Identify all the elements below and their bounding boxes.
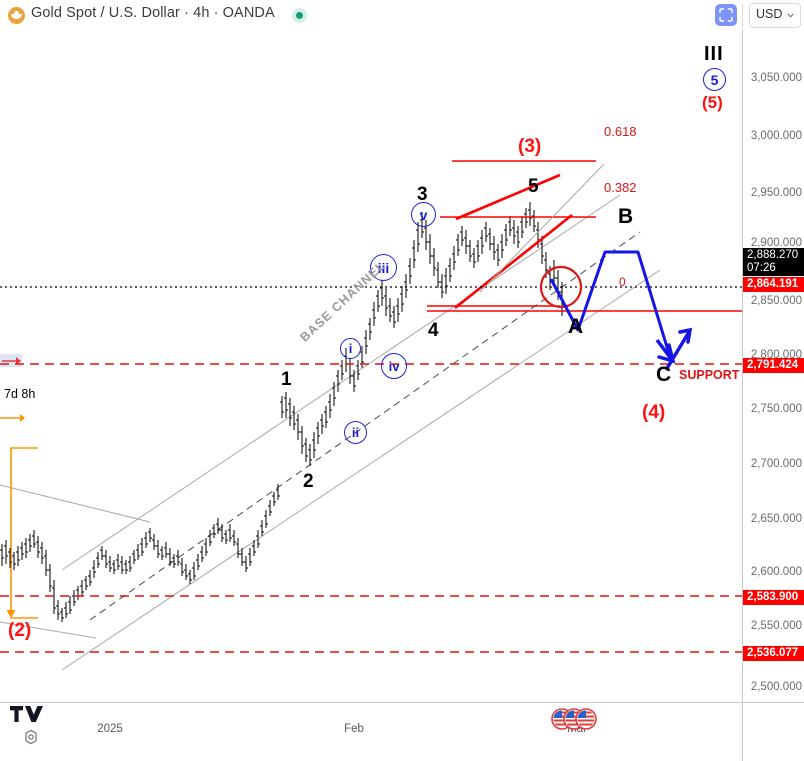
price-tick: 2,600.000 — [750, 566, 802, 578]
price-tick: 3,050.000 — [750, 72, 802, 84]
forecast-path-abc — [549, 250, 672, 358]
us-flag-event-icon[interactable] — [549, 708, 607, 730]
chart-header: Gold Spot / U.S. Dollar · 4h · OANDA USD — [0, 0, 804, 30]
tradingview-logo[interactable] — [10, 703, 44, 725]
chart-plot-area[interactable]: 1 2 3 4 5 i ii iii iv v A B C (3) (4) (2… — [0, 30, 742, 702]
wave-degree-circled-5: 5 — [703, 68, 726, 91]
wave-label-paren-3: (3) — [518, 136, 542, 157]
wave-label-minor-ii: ii — [344, 421, 367, 444]
fib-guideline — [479, 163, 605, 293]
time-axis[interactable]: 2025 Feb Mar — [0, 702, 804, 761]
time-axis-divider — [742, 703, 743, 761]
last-price-label[interactable]: 2,888.270 07:26 — [743, 248, 804, 276]
price-tick: 2,700.000 — [750, 458, 802, 470]
wave-label-paren-4: (4) — [642, 402, 666, 423]
wave-label-4: 4 — [428, 320, 439, 341]
price-tick: 2,950.000 — [750, 187, 802, 199]
price-tick: 2,500.000 — [750, 681, 802, 693]
price-tick: 2,900.000 — [750, 237, 802, 249]
price-level-label-2791[interactable]: 2,791.424 — [743, 358, 804, 373]
wave-label-minor-iv: iv — [381, 353, 407, 379]
forecast-arrow-up — [664, 327, 693, 371]
early-wedge-lines — [0, 484, 151, 639]
fib-label-0382: 0.382 — [604, 180, 637, 195]
wave-label-paren-2: (2) — [8, 620, 32, 641]
chevron-down-icon — [787, 13, 794, 18]
red-trendlines — [454, 173, 573, 310]
currency-select[interactable]: USD — [749, 3, 801, 28]
wave-degree-paren-5: (5) — [702, 93, 723, 112]
price-tick: 2,550.000 — [750, 620, 802, 632]
wave-label-minor-iii: iii — [370, 254, 397, 281]
highlight-circle — [539, 265, 583, 309]
orange-measure-tool — [6, 447, 38, 619]
header-divider — [742, 3, 743, 27]
time-tick-2025: 2025 — [97, 723, 123, 735]
gold-coin-icon — [8, 7, 25, 24]
wave-label-minor-i: i — [340, 338, 361, 359]
chart-settings-gear-icon[interactable] — [23, 729, 39, 745]
price-level-label-2583[interactable]: 2,583.900 — [743, 590, 804, 605]
wave-degree-III: III — [704, 43, 724, 65]
wave-label-C: C — [656, 363, 672, 386]
time-tick-feb: Feb — [344, 723, 364, 735]
currency-label: USD — [756, 7, 783, 21]
wave-label-5: 5 — [528, 176, 539, 197]
wave-label-A: A — [568, 315, 584, 338]
last-price-time: 07:26 — [747, 262, 776, 274]
wave-label-2: 2 — [303, 471, 314, 492]
symbol-title[interactable]: Gold Spot / U.S. Dollar · 4h · OANDA — [31, 5, 275, 21]
wave-label-minor-v: v — [411, 202, 436, 227]
price-tick: 2,650.000 — [750, 513, 802, 525]
price-level-label-2864[interactable]: 2,864.191 — [743, 277, 804, 292]
duration-label: 7d 8h — [4, 387, 36, 401]
fib-label-0: 0 — [619, 275, 626, 289]
orange-arrow-left-top — [0, 414, 25, 422]
wave-label-1: 1 — [281, 369, 292, 390]
blue-arrow-left — [0, 354, 22, 367]
price-tick: 3,000.000 — [750, 130, 802, 142]
live-dot-icon — [292, 8, 307, 23]
price-tick: 2,850.000 — [750, 295, 802, 307]
price-axis[interactable]: 3,050.000 3,000.000 2,950.000 2,900.000 … — [742, 30, 804, 702]
ohlc-bars — [0, 202, 564, 622]
fib-label-0618: 0.618 — [604, 124, 637, 139]
last-price-value: 2,888.270 — [747, 249, 799, 261]
support-label: SUPPORT — [679, 368, 740, 382]
wave-label-3: 3 — [417, 184, 428, 205]
price-level-label-2536[interactable]: 2,536.077 — [743, 646, 804, 661]
price-tick: 2,750.000 — [750, 403, 802, 415]
chart-graphics — [0, 160, 742, 671]
fullscreen-reset-icon[interactable] — [715, 4, 737, 26]
wave-label-B: B — [618, 205, 634, 228]
